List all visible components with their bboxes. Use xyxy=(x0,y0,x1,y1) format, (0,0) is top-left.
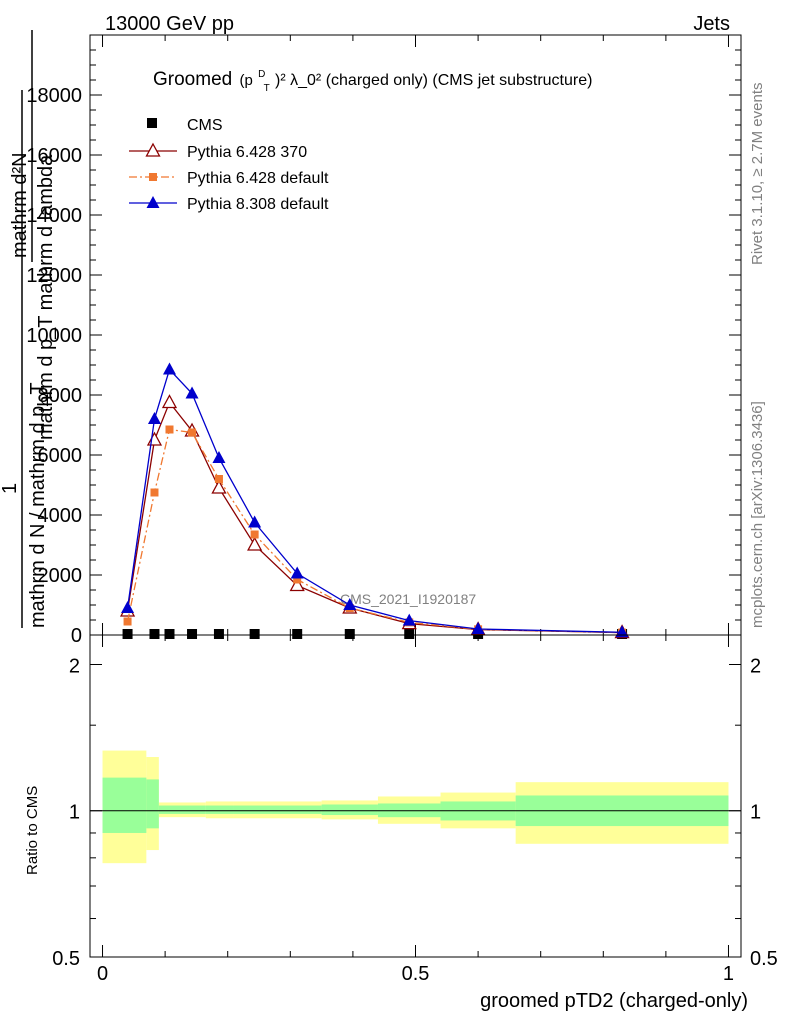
pythia8-default-point xyxy=(402,613,416,626)
ratio-axis-ticks xyxy=(90,635,741,958)
main-y-axis-label: mathrm d²N mathrm d p_T mathrm d lambda … xyxy=(0,30,57,628)
pythia6-default-point xyxy=(214,475,223,483)
main-y-tick-label: 10000 xyxy=(26,325,82,347)
cms-data-point xyxy=(164,629,175,639)
pythia6-default-point xyxy=(165,425,174,434)
main-series-layer xyxy=(119,362,630,639)
cms-data-point xyxy=(292,629,303,639)
ratio-bands-layer xyxy=(102,750,729,864)
title-sup: D xyxy=(258,69,265,80)
cms-data-point xyxy=(122,629,133,639)
ratio-inner-band xyxy=(102,777,147,833)
legend: CMS Pythia 6.428 370 Pythia 6.428 defaul… xyxy=(129,117,329,213)
ratio-inner-band xyxy=(158,805,206,814)
pythia6-default-point xyxy=(150,488,159,497)
pythia6-370-point xyxy=(211,479,227,494)
x-axis-label: groomed pTD2 (charged-only) xyxy=(480,990,748,1012)
legend-marker-cms xyxy=(147,118,157,128)
ratio-y-tick-label-right: 2 xyxy=(750,655,761,677)
ratio-y-tick-labels: 0.5 0.5 1 1 2 2 xyxy=(52,655,778,970)
legend-label-cms: CMS xyxy=(187,117,223,134)
main-y-tick-label: 8000 xyxy=(38,385,83,407)
title-sub: T xyxy=(264,83,270,94)
legend-label-pythia6-370: Pythia 6.428 370 xyxy=(187,144,307,161)
legend-label-pythia6-default: Pythia 6.428 default xyxy=(187,170,329,187)
ratio-y-tick-label: 0.5 xyxy=(52,948,80,970)
ratio-panel: 0.5 0.51 12 2 0 0.5 1 Ratio to CMS groomed pT… xyxy=(24,634,778,1012)
cms-data-point xyxy=(344,629,355,639)
pythia8-default-point xyxy=(185,386,199,399)
main-y-tick-label: 6000 xyxy=(38,445,83,467)
ylabel-frac1-den: mathrm d p_T mathrm d lambda xyxy=(35,154,57,440)
legend-entry-pythia6-370: Pythia 6.428 370 xyxy=(129,142,307,161)
legend-label-pythia8-default: Pythia 8.308 default xyxy=(187,196,329,213)
pythia8-default-point xyxy=(121,601,135,613)
main-y-tick-label: 4000 xyxy=(38,505,83,527)
title-prefix: Groomed xyxy=(153,69,232,90)
main-y-tick-label: 2000 xyxy=(38,565,83,587)
cms-data-point xyxy=(249,629,260,639)
cms-data-point xyxy=(404,629,415,639)
plot-title: Groomed (p D T )² λ_0² (charged only) (C… xyxy=(153,61,592,96)
pythia6-default-point xyxy=(293,575,302,584)
pythia8-default-point xyxy=(290,566,304,579)
main-axis-ticks xyxy=(90,35,741,636)
pythia6-default-point xyxy=(250,530,259,539)
pythia8-default-point xyxy=(147,412,161,424)
header-right: Jets xyxy=(693,13,730,35)
pythia8-default-point xyxy=(162,362,176,375)
ylabel-one: 1 xyxy=(0,483,21,494)
pythia6-370-point xyxy=(247,536,263,551)
ratio-y-tick-label: 1 xyxy=(69,802,80,824)
main-y-tick-label: 0 xyxy=(71,625,82,647)
legend-marker-pythia6-default xyxy=(149,173,157,181)
pythia8-default-point xyxy=(343,598,357,610)
cms-data-point xyxy=(149,629,160,639)
legend-entry-cms: CMS xyxy=(147,117,223,134)
pythia6-default-point xyxy=(123,617,132,626)
main-y-tick-label: 16000 xyxy=(26,145,82,167)
main-y-tick-labels: 0 2000 4000 6000 8000 10000 12000 14000 16000 180… xyxy=(26,85,82,647)
legend-entry-pythia8-default: Pythia 8.308 default xyxy=(129,196,329,213)
legend-marker-pythia6-370 xyxy=(145,142,161,157)
ratio-x-tick-label: 0 xyxy=(97,963,108,985)
main-y-tick-label: 14000 xyxy=(26,205,82,227)
main-panel: 0 2000 4000 6000 8000 10000 12000 14000 16000 180… xyxy=(0,30,742,647)
ratio-inner-band xyxy=(146,779,159,829)
mcplots-label: mcplots.cern.ch [arXiv:1306.3436] xyxy=(749,401,766,628)
ylabel-frac2-den: mathrm d N / mathrm d p_T xyxy=(27,382,49,628)
pythia6-370-point xyxy=(146,431,163,446)
ratio-y-tick-label: 2 xyxy=(69,655,80,677)
pythia6-370-point xyxy=(161,394,178,409)
ylabel-frac1-num: mathrm d²N xyxy=(9,152,31,258)
rivet-label: Rivet 3.1.10, ≥ 2.7M events xyxy=(749,83,766,266)
ratio-x-tick-label: 1 xyxy=(723,963,734,985)
cms-data-point xyxy=(187,629,198,639)
pythia8-default-point xyxy=(471,622,485,634)
pythia8-default-point xyxy=(615,625,629,638)
ratio-x-tick-labels: 0 0.5 1 xyxy=(97,963,734,985)
main-y-tick-label: 12000 xyxy=(26,265,82,287)
ratio-x-tick-label: 0.5 xyxy=(402,963,430,985)
ratio-inner-band xyxy=(205,805,234,814)
cms-data-point xyxy=(213,629,224,639)
main-y-tick-label: 18000 xyxy=(26,85,82,107)
ratio-y-tick-label-right: 0.5 xyxy=(750,948,778,970)
legend-entry-pythia6-default: Pythia 6.428 default xyxy=(129,170,329,187)
title-tail: )² λ_0² (charged only) (CMS jet substruc… xyxy=(275,72,592,89)
ratio-y-axis-label: Ratio to CMS xyxy=(24,786,41,875)
ratio-y-tick-label-right: 1 xyxy=(750,802,761,824)
title-math: (p xyxy=(239,72,252,89)
pythia6-default-point xyxy=(188,428,197,437)
header-left: 13000 GeV pp xyxy=(105,13,234,35)
analysis-watermark: CMS_2021_I1920187 xyxy=(340,591,476,607)
ratio-inner-band xyxy=(321,804,378,816)
pythia6-370-point xyxy=(289,577,305,592)
ratio-inner-band xyxy=(233,805,322,814)
pythia8-default-point xyxy=(212,451,226,463)
legend-marker-pythia8-default xyxy=(146,196,160,208)
pythia8-default-point xyxy=(248,515,262,528)
